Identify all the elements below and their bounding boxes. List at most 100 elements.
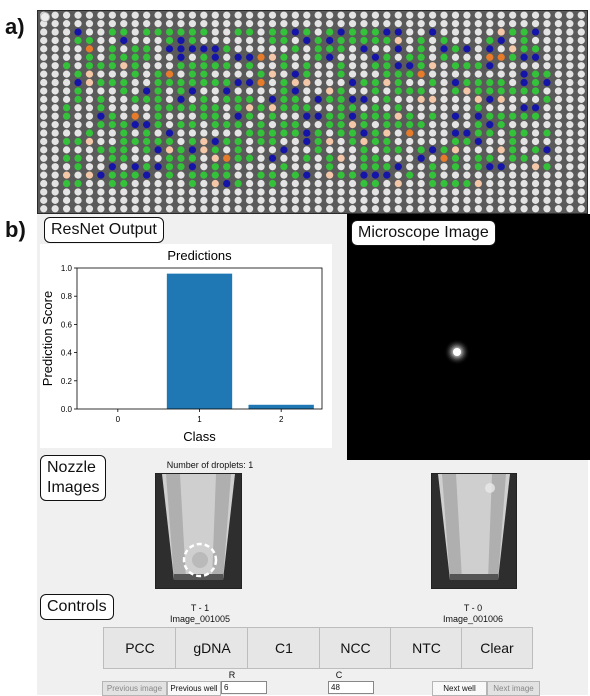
well[interactable] — [474, 205, 482, 213]
well[interactable] — [509, 163, 517, 171]
well[interactable] — [566, 20, 574, 28]
well[interactable] — [188, 188, 197, 196]
well[interactable] — [40, 171, 48, 179]
well[interactable] — [188, 205, 197, 213]
well[interactable] — [200, 188, 208, 196]
well[interactable] — [348, 62, 357, 70]
well[interactable] — [417, 205, 425, 213]
well[interactable] — [463, 146, 471, 154]
well[interactable] — [406, 154, 414, 162]
well[interactable] — [97, 137, 105, 146]
well[interactable] — [463, 45, 471, 53]
well[interactable] — [177, 163, 185, 171]
well[interactable] — [509, 104, 517, 112]
well[interactable] — [554, 121, 563, 129]
well[interactable] — [177, 104, 185, 112]
well[interactable] — [383, 28, 391, 36]
well[interactable] — [474, 28, 482, 36]
well[interactable] — [314, 28, 322, 36]
well[interactable] — [360, 78, 368, 87]
well[interactable] — [131, 171, 139, 179]
well[interactable] — [108, 11, 116, 19]
well[interactable] — [165, 112, 174, 120]
well[interactable] — [291, 70, 299, 78]
well[interactable] — [371, 129, 380, 137]
well[interactable] — [245, 11, 254, 19]
well[interactable] — [40, 196, 48, 204]
well[interactable] — [280, 179, 288, 188]
well[interactable] — [143, 11, 151, 19]
well[interactable] — [520, 95, 528, 103]
well[interactable] — [268, 87, 277, 95]
well[interactable] — [291, 154, 299, 162]
well[interactable] — [394, 154, 402, 162]
well[interactable] — [486, 163, 494, 171]
well[interactable] — [440, 62, 448, 70]
well[interactable] — [97, 36, 105, 45]
well[interactable] — [177, 137, 185, 146]
well[interactable] — [314, 104, 322, 112]
well[interactable] — [348, 45, 357, 53]
well[interactable] — [326, 205, 334, 213]
well[interactable] — [360, 53, 368, 61]
well[interactable] — [326, 95, 334, 103]
well[interactable] — [303, 62, 311, 70]
well[interactable] — [257, 45, 265, 53]
well[interactable] — [257, 53, 265, 61]
well[interactable] — [360, 129, 368, 137]
well[interactable] — [62, 137, 71, 146]
well[interactable] — [280, 95, 288, 103]
well[interactable] — [143, 196, 151, 204]
well[interactable] — [188, 129, 197, 137]
well[interactable] — [257, 121, 265, 129]
well[interactable] — [314, 112, 322, 120]
well[interactable] — [394, 129, 402, 137]
well[interactable] — [543, 78, 551, 87]
well[interactable] — [223, 11, 231, 19]
well[interactable] — [234, 104, 242, 112]
well[interactable] — [234, 163, 242, 171]
well[interactable] — [74, 28, 82, 36]
well[interactable] — [451, 121, 460, 129]
well[interactable] — [348, 137, 357, 146]
well[interactable] — [474, 137, 482, 146]
well[interactable] — [74, 104, 82, 112]
well[interactable] — [188, 163, 197, 171]
well[interactable] — [440, 171, 448, 179]
well[interactable] — [394, 11, 402, 19]
well[interactable] — [463, 70, 471, 78]
well[interactable] — [51, 62, 59, 70]
well[interactable] — [51, 87, 59, 95]
well[interactable] — [406, 62, 414, 70]
well[interactable] — [463, 11, 471, 19]
well[interactable] — [143, 121, 151, 129]
well[interactable] — [85, 11, 94, 19]
well[interactable] — [97, 78, 105, 87]
well[interactable] — [165, 95, 174, 103]
well[interactable] — [486, 154, 494, 162]
well[interactable] — [154, 20, 162, 28]
well[interactable] — [211, 112, 219, 120]
well[interactable] — [97, 11, 105, 19]
well[interactable] — [371, 62, 380, 70]
well[interactable] — [531, 36, 540, 45]
well[interactable] — [154, 188, 162, 196]
well[interactable] — [417, 104, 425, 112]
well[interactable] — [40, 146, 48, 154]
well[interactable] — [131, 188, 139, 196]
well[interactable] — [451, 95, 460, 103]
well[interactable] — [120, 196, 128, 204]
well[interactable] — [428, 129, 437, 137]
well[interactable] — [85, 112, 94, 120]
well[interactable] — [337, 137, 345, 146]
well[interactable] — [360, 28, 368, 36]
previous-image-button[interactable]: Previous image — [102, 681, 167, 696]
well[interactable] — [108, 137, 116, 146]
well[interactable] — [303, 188, 311, 196]
well[interactable] — [509, 70, 517, 78]
well[interactable] — [62, 36, 71, 45]
well[interactable] — [486, 112, 494, 120]
well[interactable] — [51, 36, 59, 45]
well[interactable] — [165, 28, 174, 36]
well[interactable] — [234, 171, 242, 179]
